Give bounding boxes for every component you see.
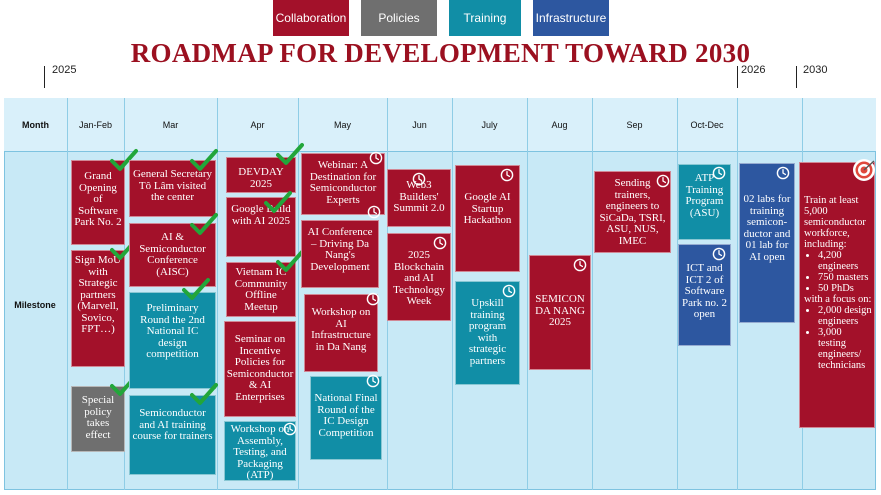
clock-icon [656,174,670,188]
milestone-google-build: Google Build with AI 2025 [226,197,296,257]
check-icon [276,142,304,166]
milestone-webinar: Webinar: A Destination for Semiconductor… [301,153,385,215]
year-label-2025: 2025 [52,64,77,76]
month-apr: Apr [250,120,265,130]
milestone-grand-opening: Grand Opening of Software Park No. 2 [71,160,125,245]
clock-icon [369,151,383,165]
clock-icon [366,374,380,388]
milestone-national-final-round: National Final Round of the IC Design Co… [310,376,382,460]
milestone-row-label: Milestone [14,300,56,310]
month-jan-feb: Jan-Feb [78,120,113,130]
target-item: 4,200 engineers [818,250,872,272]
clock-icon [502,284,516,298]
check-icon [264,190,292,214]
milestone-training-course: Semiconductor and AI training course for… [129,395,216,475]
legend-training: Training [449,0,521,36]
milestone-google-hackathon: Google AI Startup Hackathon [455,165,520,272]
target-icon [853,159,875,181]
year-label-2030: 2030 [803,64,828,76]
milestone-special-policy: Special policy takes effect [71,386,125,452]
milestone-workshop-atp: Workshop on Assembly, Testing, and Packa… [224,421,296,481]
clock-icon [712,166,726,180]
milestone-ai-conference: AI Conference – Driving Da Nang's Develo… [301,220,379,288]
month-oct-dec: Oct-Dec [690,120,724,130]
clock-icon [412,172,426,186]
milestone-vietnam-ic-meetup: Vietnam IC Community Offline Meetup [226,262,296,317]
clock-icon [367,205,381,219]
year-marker-2026 [737,66,738,88]
check-icon [190,148,218,172]
milestone-semicon-da-nang: SEMICON DA NANG 2025 [529,255,591,370]
month-header: Month [22,120,49,130]
clock-icon [712,247,726,261]
month-aug: Aug [551,120,568,130]
legend-infrastructure: Infrastructure [533,0,609,36]
clock-icon [433,236,447,250]
milestone-devday: DEVDAY 2025 [226,157,296,193]
milestone-upskill-program: Upskill training program with strategic … [455,281,520,385]
milestone-atp-training: ATP Training Program (ASU) [678,164,731,240]
milestone-labs-2026: 02 labs for training semicon-ductor and … [739,163,795,323]
clock-icon [366,292,380,306]
milestone-blockchain-week: 2025 Blockchain and AI Technology Week [387,233,451,321]
check-icon [190,212,218,236]
target-item: 750 masters [818,272,872,283]
month-jun: Jun [412,120,427,130]
target-item: 50 PhDs [818,283,872,294]
target-item: 3,000 testing engineers/ technicians [818,327,872,371]
milestone-sign-mou: Sign MoU with Strategic partners (Marvel… [71,250,125,367]
month-may: May [333,120,351,130]
legend-policies: Policies [361,0,437,36]
clock-icon [283,422,297,436]
milestone-workshop-ai-infrastructure: Workshop on AI Infrastructure in Da Nang [304,294,378,372]
clock-icon [776,166,790,180]
milestone-sending-trainers: Sending trainers, engineers to SiCaDa, T… [594,171,671,253]
check-icon [182,277,210,301]
year-label-2026: 2026 [741,64,766,76]
check-icon [276,249,304,273]
year-marker-2030 [796,66,797,88]
month-mar: Mar [162,120,179,130]
page-title: ROADMAP FOR DEVELOPMENT TOWARD 2030 [130,38,751,68]
month-sep: Sep [626,120,643,130]
target-item: 2,000 design engineers [818,305,872,327]
milestone-ict-open: ICT and ICT 2 of Software Park no. 2 ope… [678,244,731,346]
legend-collaboration: Collaboration [273,0,349,36]
year-marker-2025 [44,66,45,88]
milestone-target-2030: Train at least 5,000 semiconductor workf… [799,162,875,428]
milestone-seminar-incentive: Seminar on Incentive Policies for Semico… [224,321,296,417]
clock-icon [500,168,514,182]
clock-icon [573,258,587,272]
month-jul: July [481,120,498,130]
milestone-preliminary-round: Preliminary Round the 2nd National IC de… [129,292,216,389]
header-row [4,98,876,152]
check-icon [190,382,218,406]
